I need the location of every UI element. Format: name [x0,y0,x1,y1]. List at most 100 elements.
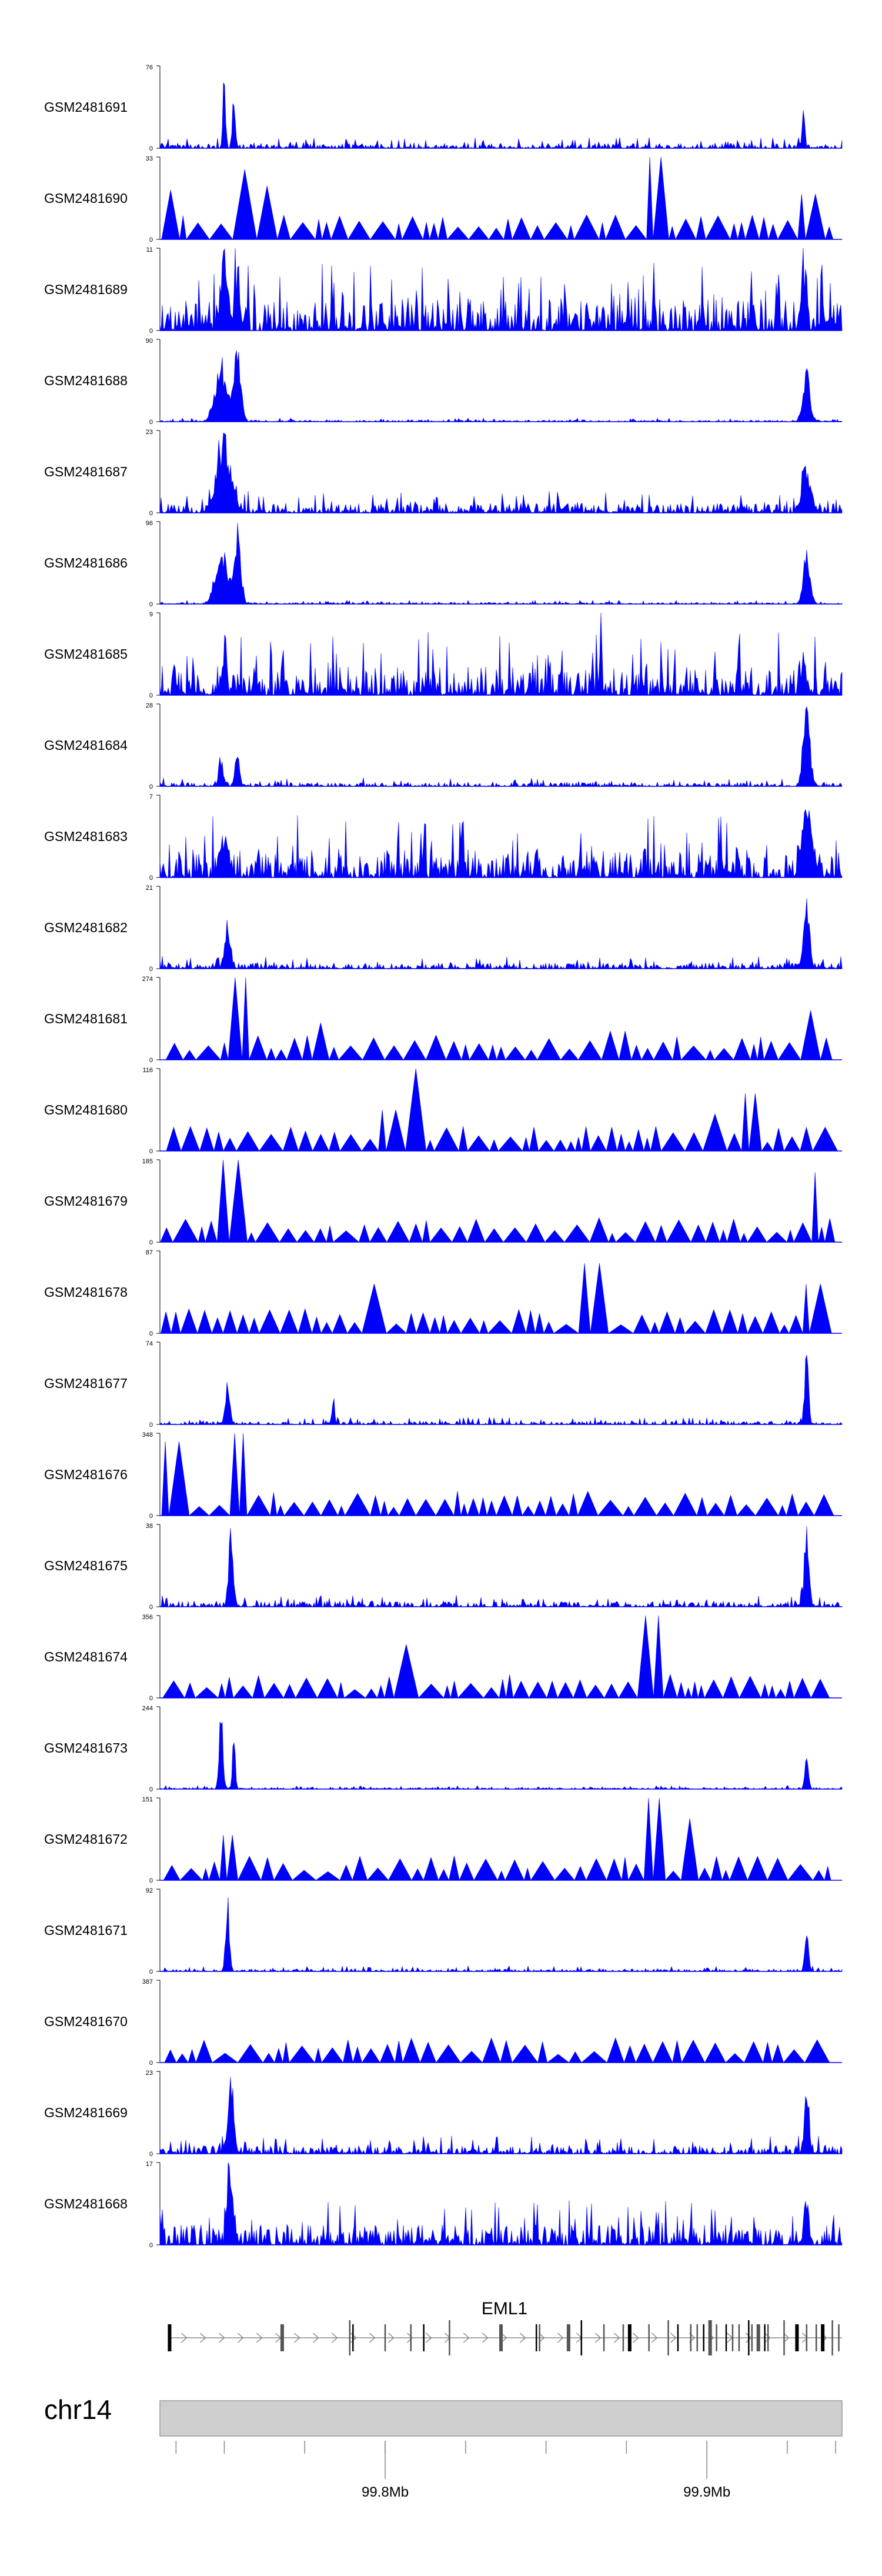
track-label: GSM2481678 [44,1284,128,1300]
y-max-label: 90 [146,338,153,345]
track-label: GSM2481668 [44,2196,128,2211]
track-label: GSM2481681 [44,1011,128,1026]
track-GSM2481677: GSM2481677 74 0 [44,1340,843,1429]
strand-arrow [218,2333,225,2343]
y-max-label: 17 [146,2161,153,2168]
chromosome-ideogram-bar [159,2400,843,2437]
axis-tick-label: 99.8Mb [362,2484,409,2500]
track-GSM2481688: GSM2481688 90 0 [44,338,843,426]
track-GSM2481691: GSM2481691 76 0 [44,64,843,152]
y-min-label: 0 [149,1148,153,1155]
y-min-label: 0 [149,236,153,243]
exon [690,2324,692,2351]
exon [677,2324,679,2351]
y-max-label: 96 [146,520,153,527]
strand-arrow [557,2333,564,2343]
y-min-label: 0 [149,1877,153,1884]
exon [696,2324,699,2351]
track-label: GSM2481690 [44,191,128,206]
y-min-label: 0 [149,2242,153,2249]
y-max-label: 23 [146,429,153,436]
coverage-area [161,1433,834,1517]
y-min-label: 0 [149,2060,153,2067]
genome-axis: 99.8Mb 99.9Mb [175,2441,836,2500]
exon [795,2324,799,2351]
track-GSM2481682: GSM2481682 21 0 [44,885,843,973]
strand-arrow [519,2333,526,2343]
y-max-label: 87 [146,1249,153,1256]
strand-arrow [331,2333,338,2343]
exon [748,2320,750,2355]
y-min-label: 0 [149,419,153,426]
y-min-label: 0 [149,145,153,152]
y-max-label: 244 [142,1705,153,1712]
exon [539,2324,540,2351]
ideogram-track: chr14 99.8Mb 99.9Mb [44,2394,843,2500]
track-label: GSM2481689 [44,282,128,297]
y-max-label: 28 [146,702,153,709]
strand-arrow [181,2333,188,2343]
y-min-label: 0 [149,328,153,335]
y-max-label: 76 [146,64,153,71]
y-min-label: 0 [149,1786,153,1793]
coverage-area [159,612,843,696]
exon [767,2324,769,2351]
strand-arrow [500,2333,507,2343]
y-max-label: 9 [149,611,153,618]
exon [410,2324,412,2351]
exon [756,2324,760,2351]
track-GSM2481673: GSM2481673 244 0 [44,1705,843,1793]
strand-arrow [387,2333,395,2343]
exon [580,2320,583,2355]
strand-arrow [237,2333,244,2343]
coverage-area [159,1897,843,1972]
exon [603,2324,605,2351]
strand-arrow [369,2333,376,2343]
exon [352,2324,354,2351]
exon [566,2324,570,2351]
exon [831,2320,833,2355]
y-min-label: 0 [149,1330,153,1337]
y-min-label: 0 [149,1604,153,1611]
track-GSM2481676: GSM2481676 348 0 [44,1432,842,1520]
track-label: GSM2481671 [44,1923,128,1938]
gene-label: EML1 [482,2299,527,2318]
coverage-area [159,809,843,879]
coverage-area [160,1159,836,1243]
exon [725,2324,727,2351]
exon [423,2324,425,2351]
exon [838,2324,840,2351]
y-max-label: 38 [146,1523,153,1530]
coverage-area [161,1263,832,1334]
track-GSM2481668: GSM2481668 17 0 [44,2161,843,2249]
track-GSM2481675: GSM2481675 38 0 [44,1523,843,1611]
track-label: GSM2481674 [44,1649,128,1664]
exon [449,2320,450,2355]
strand-arrow [764,2333,771,2343]
exon [280,2324,284,2351]
track-GSM2481689: GSM2481689 11 0 [44,246,843,335]
strand-arrow [670,2333,677,2343]
track-label: GSM2481677 [44,1376,128,1391]
coverage-area [159,82,843,149]
track-label: GSM2481670 [44,2014,128,2029]
exon [622,2324,624,2351]
y-max-label: 21 [146,885,153,892]
coverage-area [159,248,843,331]
y-min-label: 0 [149,1057,153,1064]
strand-arrow [651,2333,658,2343]
exon [535,2324,537,2351]
track-label: GSM2481679 [44,1193,128,1209]
y-max-label: 7 [149,793,153,800]
track-label: GSM2481685 [44,646,128,662]
track-GSM2481683: GSM2481683 7 0 [44,793,843,882]
strand-arrow [745,2333,752,2343]
track-label: GSM2481686 [44,555,128,570]
y-max-label: 74 [146,1340,153,1347]
exon [349,2320,351,2355]
y-max-label: 387 [142,1978,153,1986]
coverage-area [159,2162,843,2246]
coverage-area [159,350,843,422]
strand-arrow [538,2333,545,2343]
